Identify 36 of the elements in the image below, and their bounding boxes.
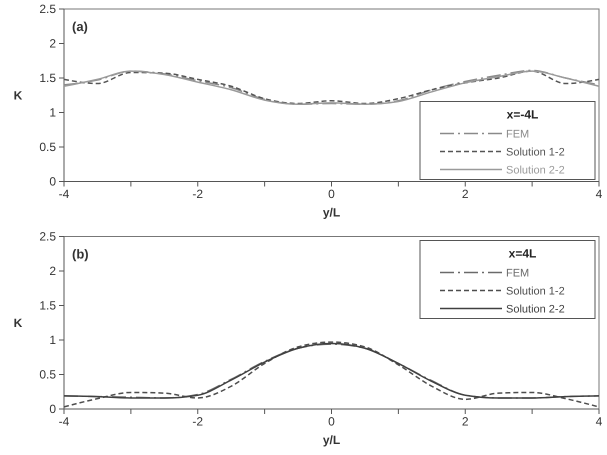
text: Solution 1-2 <box>506 286 565 298</box>
text: FEM <box>506 268 530 280</box>
text: FEM <box>506 128 530 140</box>
y-tick-label: 2.5 <box>39 2 56 16</box>
y-tick-label: 0.5 <box>39 367 56 382</box>
y-tick-label: 0 <box>49 174 56 188</box>
legend-title: x=-4L <box>506 108 538 122</box>
annotation: (b) <box>72 246 89 262</box>
y-tick-label: 0 <box>49 402 56 416</box>
y-tick-label: 2 <box>49 36 56 50</box>
x-tick-label: -4 <box>58 187 70 202</box>
x-axis-title: y/L <box>322 206 340 220</box>
x-tick-label: 2 <box>462 414 469 429</box>
y-axis-title: K <box>14 88 23 102</box>
y-tick-label: 2.5 <box>39 229 56 244</box>
y-tick-label: 1 <box>49 105 56 120</box>
y-tick-label: 0.5 <box>39 140 56 154</box>
y-axis-title: K <box>14 316 23 330</box>
x-axis-title: y/L <box>322 433 340 447</box>
legend-title: x=4L <box>508 246 536 260</box>
x-tick-label: 0 <box>328 187 336 202</box>
y-tick-label: 2 <box>49 264 56 278</box>
text: Solution 2-2 <box>506 304 565 316</box>
x-tick-label: -2 <box>192 414 204 429</box>
text: Solution 2-2 <box>506 164 565 176</box>
x-tick-label: -4 <box>58 414 70 429</box>
y-tick-label: 1.5 <box>39 70 56 85</box>
y-tick-label: 1.5 <box>39 298 56 312</box>
x-tick-label: 4 <box>596 187 603 202</box>
x-tick-label: 0 <box>328 414 336 429</box>
x-tick-label: -2 <box>192 187 204 202</box>
x-tick-label: 4 <box>596 414 603 429</box>
annotation: (a) <box>72 19 88 34</box>
y-tick-label: 1 <box>49 332 56 347</box>
x-tick-label: 2 <box>462 187 469 202</box>
text: Solution 1-2 <box>506 146 565 158</box>
